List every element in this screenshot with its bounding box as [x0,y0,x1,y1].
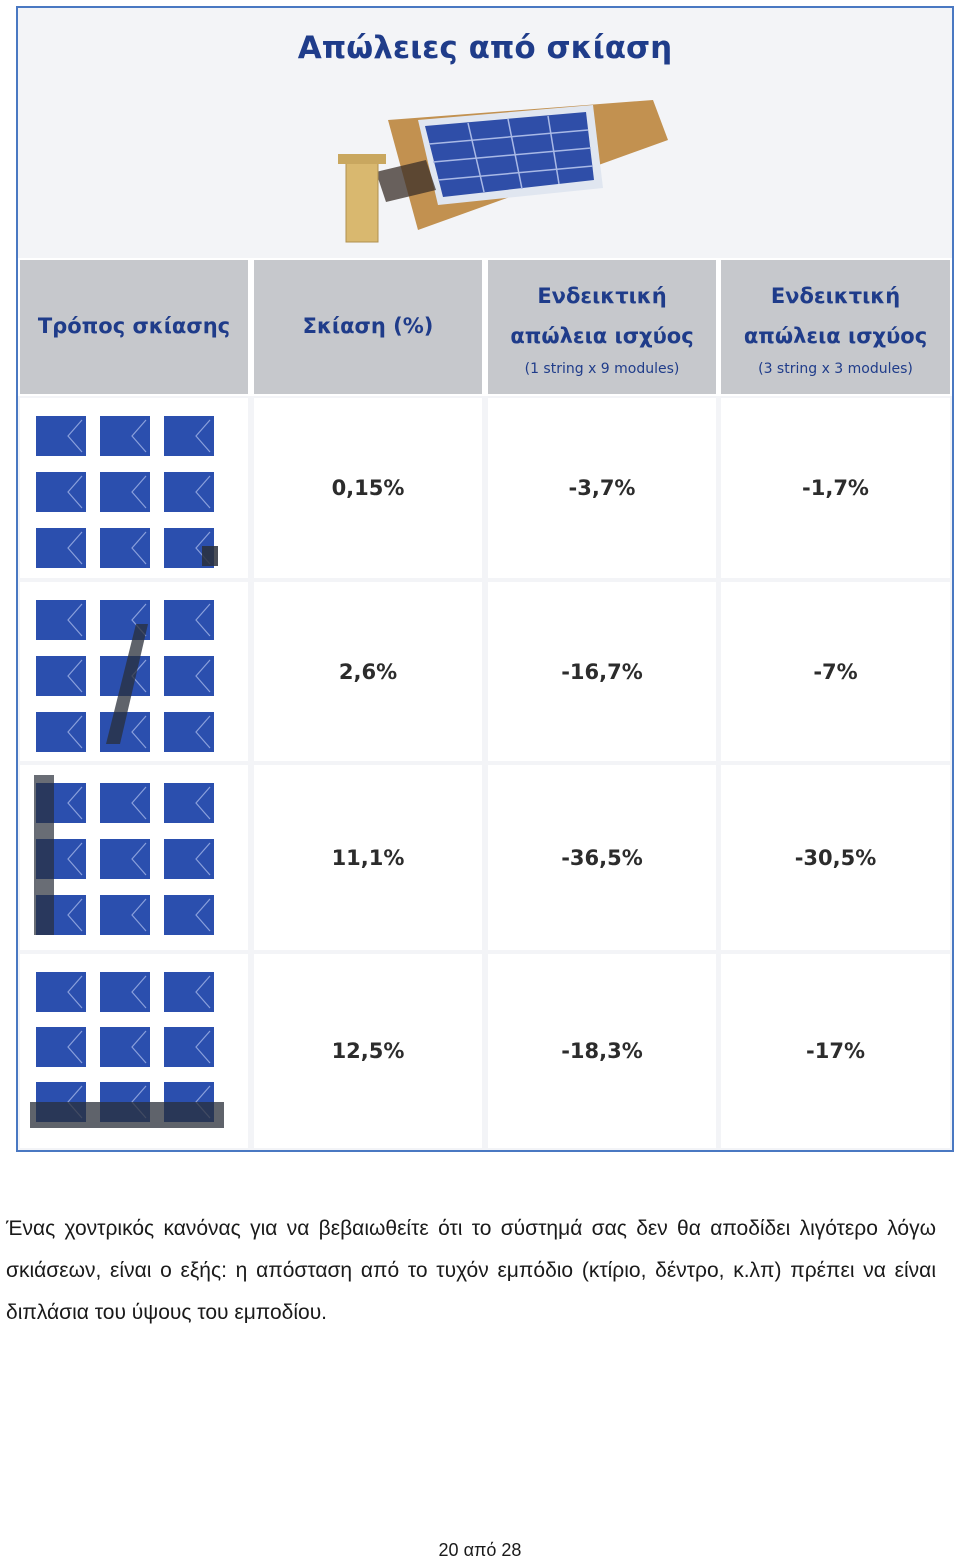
power-loss-1x9: -3,7% [568,476,636,500]
table-header-cell: Ενδεικτική απώλεια ισχύος (3 string x 3 mo… [721,260,950,394]
pv-module [36,1027,86,1067]
pv-module [100,1027,150,1067]
pv-module [36,712,86,752]
shading-percent-cell: 11,1% [254,765,482,950]
header-label: Τρόπος σκίασης [37,314,231,339]
pv-module [36,972,86,1012]
table-header-cell: Ενδεικτική απώλεια ισχύος (1 string x 9 mo… [488,260,716,394]
row-shadow [30,1102,224,1128]
power-loss-1x9: -36,5% [561,845,643,870]
pv-module [164,600,214,640]
pv-module [100,972,150,1012]
pv-module [100,895,150,935]
shading-percent: 0,15% [331,476,405,500]
shading-losses-figure: Απώλειες από σκίαση Τρόπος σκίασης Σκίαση… [16,6,954,1152]
pv-module [36,416,86,456]
header-label: Ενδεικτική [770,284,901,309]
page-number: 20 από 28 [438,1540,522,1560]
shading-mode-cell [20,582,248,761]
power-loss-1x9-cell: -36,5% [488,765,716,950]
pv-module [164,472,214,512]
body-paragraph: Ένας χοντρικός κανόνας για να βεβαιωθείτ… [6,1217,936,1324]
header-sublabel: (3 string x 3 modules) [758,360,913,377]
pv-module [100,783,150,823]
shading-mode-cell [20,954,248,1148]
shading-percent-cell: 0,15% [254,398,482,578]
power-loss-3x3: -17% [806,1039,865,1063]
pv-module [36,656,86,696]
diagonal-pole-shading-diagram [36,600,214,752]
pv-module [164,895,214,935]
table-header-cell: Σκίαση (%) [254,260,482,394]
power-loss-3x3: -1,7% [802,476,869,500]
pv-module [164,783,214,823]
header-label: απώλεια ισχύος [510,324,694,348]
shading-mode-cell [20,398,248,578]
leaf-shadow [202,546,218,566]
pv-module [36,600,86,640]
header-label: Σκίαση (%) [302,314,434,339]
bottom-row-shading-diagram [30,972,224,1128]
pv-module [36,472,86,512]
pv-module [100,416,150,456]
power-loss-1x9: -18,3% [561,1039,643,1063]
power-loss-3x3-cell: -17% [721,954,950,1148]
figure-title: Απώλειες από σκίαση [297,30,673,66]
shading-percent-cell: 2,6% [254,582,482,761]
header-label: απώλεια ισχύος [743,324,928,348]
pv-module [164,1027,214,1067]
solar-panel-illustration [338,100,668,243]
pv-module [100,839,150,879]
obstacle-shadow [376,160,436,202]
vertical-column-shading-diagram [34,775,214,935]
shading-percent: 12,5% [331,1039,405,1063]
power-loss-3x3-cell: -30,5% [721,765,950,950]
single-cell-shading-diagram [36,416,218,568]
pv-module [36,528,86,568]
shading-percent-cell: 12,5% [254,954,482,1148]
power-loss-1x9-cell: -16,7% [488,582,716,761]
power-loss-1x9-cell: -3,7% [488,398,716,578]
table-header-cell: Τρόπος σκίασης [20,260,248,394]
power-loss-3x3: -30,5% [794,845,877,870]
chimney-top [338,154,386,164]
power-loss-3x3-cell: -7% [721,582,950,761]
pv-module [164,416,214,456]
header-sublabel: (1 string x 9 modules) [524,360,680,377]
power-loss-1x9-cell: -18,3% [488,954,716,1148]
chimney-obstacle [345,159,379,243]
column-shadow [34,775,54,935]
power-loss-3x3-cell: -1,7% [721,398,950,578]
pv-module [100,528,150,568]
shading-percent: 11,1% [331,845,405,870]
power-loss-3x3: -7% [813,659,858,684]
header-label: Ενδεικτική [537,284,667,309]
pv-module [164,712,214,752]
pole-shadow [106,624,148,744]
shading-percent: 2,6% [338,659,398,684]
pv-module [164,972,214,1012]
pv-module [164,656,214,696]
power-loss-1x9: -16,7% [561,659,643,684]
pv-module [100,472,150,512]
pv-module [164,839,214,879]
shading-mode-cell [20,765,248,950]
